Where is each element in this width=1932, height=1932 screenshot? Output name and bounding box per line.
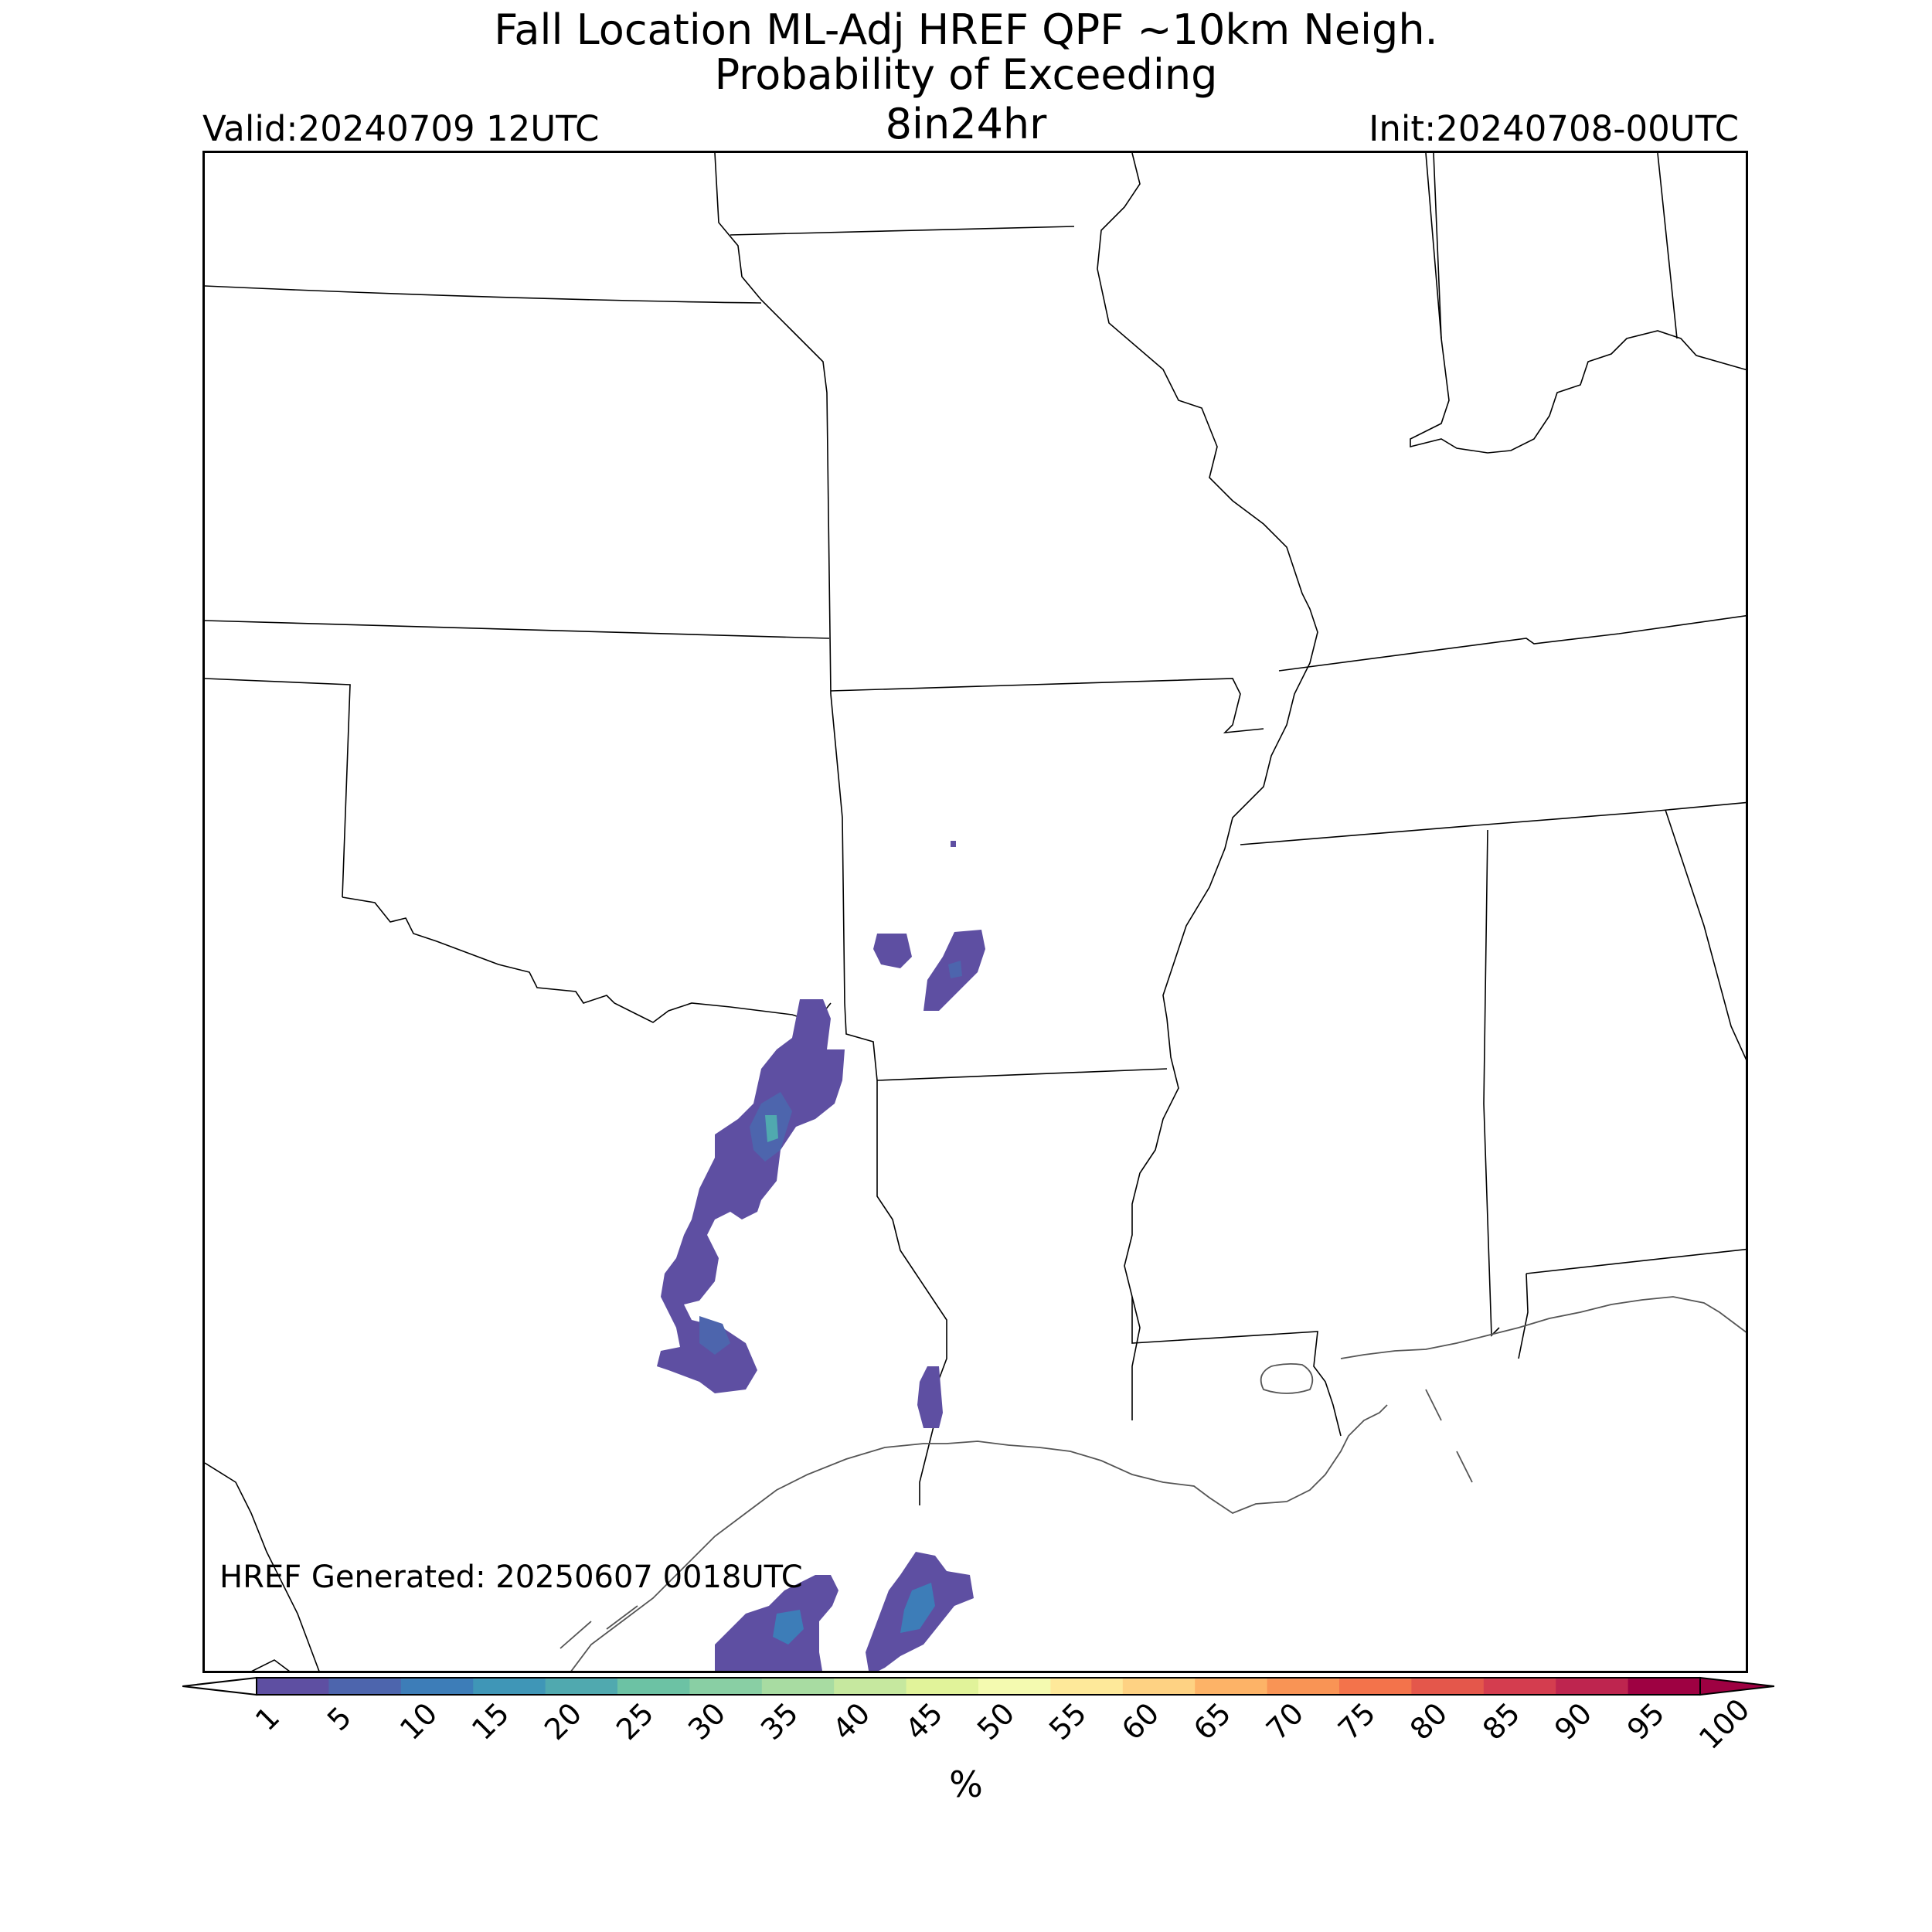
border-nm-tx: [205, 1462, 320, 1671]
colorbar-tick-label: 20: [537, 1696, 588, 1747]
colorbar-cell: [1195, 1678, 1268, 1695]
colorbar-cell: [1050, 1678, 1124, 1695]
colorbar-tick-label: 60: [1114, 1696, 1166, 1747]
colorbar-tick-label: 95: [1620, 1696, 1671, 1747]
probability-field: [657, 841, 985, 1671]
colorbar-cell: [761, 1678, 835, 1695]
prob-blob-main-core: [765, 1115, 778, 1142]
coastline-texas: [570, 1404, 1388, 1671]
colorbar-tick-label: 50: [971, 1696, 1022, 1747]
generated-timestamp: HREF Generated: 20250607 0018UTC: [219, 1560, 803, 1595]
colorbar-tick-label: 15: [465, 1696, 516, 1747]
prob-blob-north1: [873, 934, 912, 968]
colorbar-tick-label: 25: [610, 1696, 661, 1747]
colorbar-tick-label: 1: [249, 1699, 287, 1738]
colorbar-tick-label: 45: [898, 1696, 949, 1747]
border-il-in: [1425, 153, 1442, 339]
border-ar-west: [830, 693, 878, 1081]
border-ms-al: [1483, 829, 1500, 1337]
map-panel: [202, 151, 1748, 1673]
colorbar-cell: [617, 1678, 690, 1695]
colorbar-tick-label: 80: [1403, 1696, 1454, 1747]
colorbar-frame: [256, 1677, 1701, 1696]
prob-blob-gulf2-inner: [900, 1583, 935, 1633]
border-mo-ar: [830, 678, 1264, 734]
colorbar-cell: [545, 1678, 618, 1695]
colorbar-cell: [1411, 1678, 1485, 1695]
colorbar-tick-label: 70: [1259, 1696, 1310, 1747]
border-in-oh: [1657, 153, 1678, 339]
map-title-line2: Probability of Exceeding: [714, 50, 1218, 99]
colorbar-tick-label: 30: [682, 1696, 733, 1747]
valid-time-label: Valid:20240709 12UTC: [202, 108, 600, 149]
colorbar-tick-label: 100: [1692, 1692, 1757, 1757]
colorbar-cell: [1628, 1678, 1701, 1695]
border-la-ms: [1131, 1297, 1342, 1437]
colorbar-cell: [1483, 1678, 1556, 1695]
colorbar-over-triangle: [1699, 1676, 1774, 1696]
lake-pontchartrain: [1260, 1362, 1314, 1394]
state-borders: [205, 153, 1746, 1671]
colorbar-tick-label: 35: [753, 1696, 805, 1747]
colorbar-cell: [257, 1678, 329, 1695]
colorbar: [182, 1676, 1774, 1696]
coastline-ms-al: [1340, 1296, 1746, 1359]
border-al-ga: [1665, 809, 1746, 1060]
colorbar-tick-label: 10: [393, 1696, 444, 1747]
prob-blob-south-inner: [699, 1316, 730, 1355]
colorbar-cell: [834, 1678, 907, 1695]
border-ok-west: [205, 678, 351, 898]
map-title-threshold: 8in24hr: [885, 100, 1047, 148]
colorbar-tick-label: 75: [1332, 1696, 1383, 1747]
colorbar-under-triangle: [182, 1676, 257, 1696]
colorbar-cell: [1267, 1678, 1340, 1695]
map-title-line1: Fall Location ML-Adj HREF QPF ~10km Neig…: [494, 5, 1438, 54]
colorbar-cell: [1122, 1678, 1196, 1695]
colorbar-cell: [1556, 1678, 1629, 1695]
gulf-coastline: [560, 1296, 1746, 1671]
barrier-islands: [560, 1389, 1473, 1649]
prob-blob-main: [657, 999, 845, 1393]
colorbar-tick-label: 90: [1548, 1696, 1599, 1747]
colorbar-cell: [473, 1678, 546, 1695]
colorbar-tick-label: 40: [826, 1696, 877, 1747]
prob-blob-gulf1-inner: [773, 1610, 804, 1645]
border-mexico: [251, 1659, 291, 1671]
colorbar-tick-label: 85: [1475, 1696, 1527, 1747]
prob-blob-sabine: [917, 1366, 943, 1428]
border-mississippi-upper: [1097, 153, 1318, 1420]
border-ia-mo: [730, 226, 1075, 236]
border-ne-ks: [205, 285, 762, 304]
colorbar-tick-label: 5: [321, 1699, 359, 1738]
colorbar-cell: [978, 1678, 1051, 1695]
prob-blob-small: [951, 841, 956, 847]
border-al-fl: [1518, 1248, 1746, 1359]
border-tn-north: [1278, 615, 1746, 672]
border-ky-west: [1410, 153, 1746, 454]
border-mo-west: [714, 153, 832, 695]
colorbar-cells: [257, 1678, 1701, 1695]
prob-blob-north2-inner: [948, 961, 962, 978]
colorbar-tick-label: 55: [1043, 1696, 1094, 1747]
border-ks-ok: [205, 620, 830, 639]
colorbar-cell: [328, 1678, 402, 1695]
colorbar-cell: [906, 1678, 979, 1695]
colorbar-unit-label: %: [949, 1764, 983, 1805]
colorbar-cell: [689, 1678, 763, 1695]
colorbar-tick-label: 65: [1187, 1696, 1238, 1747]
colorbar-cell: [1339, 1678, 1412, 1695]
border-tx-la: [876, 1080, 947, 1505]
border-tn-south: [1240, 801, 1746, 845]
map-svg: [205, 153, 1746, 1671]
init-time-label: Init:20240708-00UTC: [1369, 108, 1739, 149]
border-ar-la: [876, 1068, 1168, 1081]
border-red-river: [342, 896, 832, 1023]
colorbar-cell: [400, 1678, 474, 1695]
